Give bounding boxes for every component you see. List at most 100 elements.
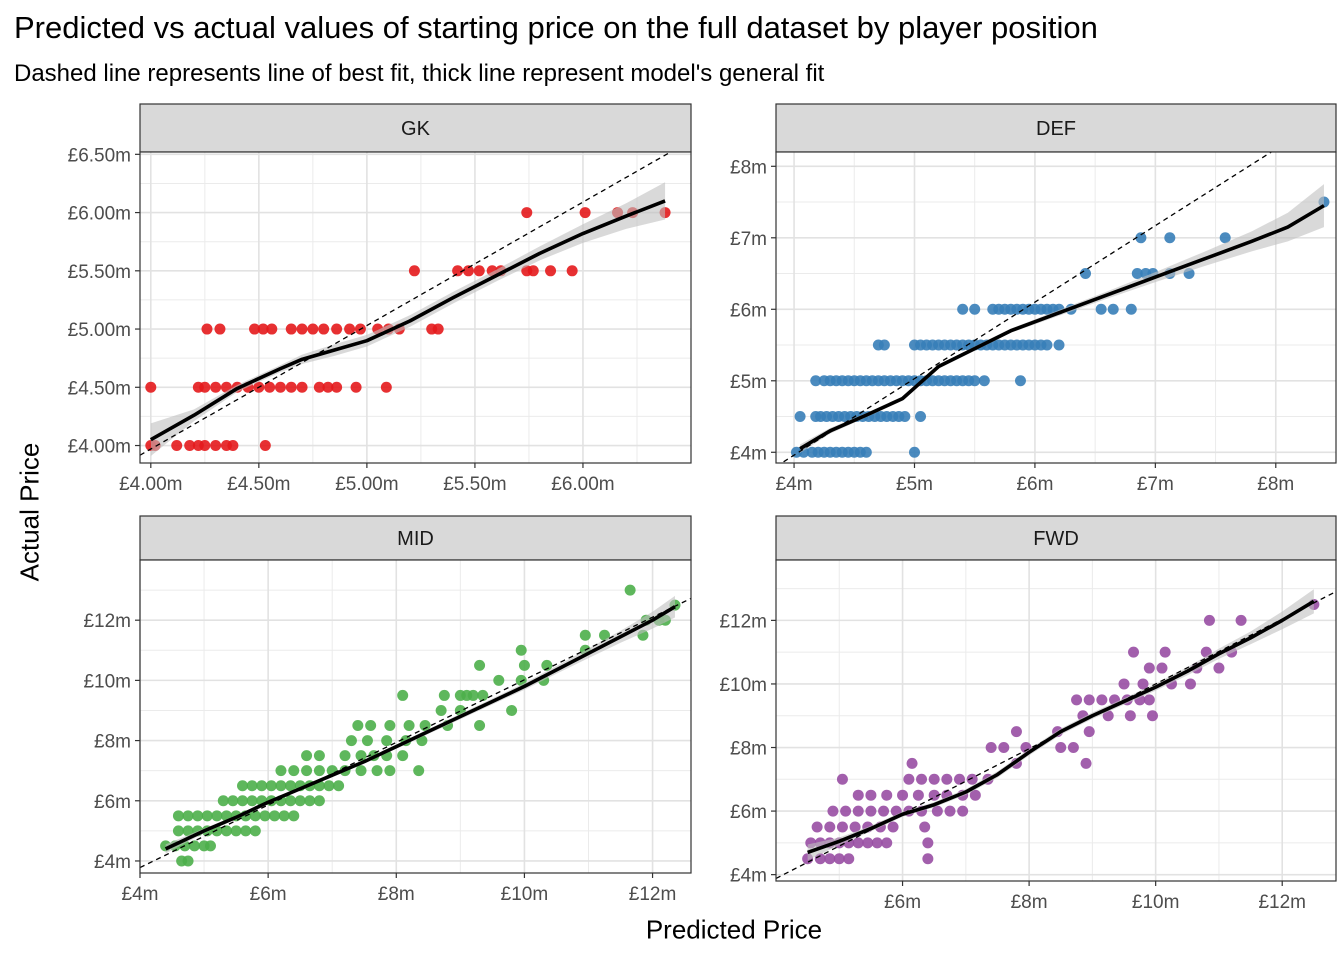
data-point [1125,303,1137,315]
x-tick-label: £10m [1132,892,1180,913]
confidence-band [150,182,666,457]
data-point [331,381,343,393]
x-tick-label: £12m [1258,892,1306,913]
data-point [957,303,969,315]
data-point [403,720,415,732]
x-tick-label: £4.50m [227,474,290,495]
data-point [313,750,325,762]
data-point [810,375,822,387]
y-tick-label: £4.00m [68,437,131,458]
x-tick-label: £12m [629,884,677,905]
data-point [355,750,367,762]
data-point [380,381,392,393]
x-tick-label: £10m [501,884,549,905]
data-point [916,773,928,785]
x-tick-label: £8m [1257,474,1294,495]
data-point [371,765,383,777]
data-point [172,825,184,837]
y-tick-label: £6.00m [68,204,131,225]
chart-subtitle: Dashed line represents line of best fit,… [14,60,825,87]
data-point [978,375,990,387]
data-point [840,805,852,817]
x-tick-label: £5m [896,474,933,495]
data-point [579,629,591,641]
data-point [521,207,533,219]
data-point [1128,646,1140,658]
data-point [237,780,249,792]
data-point [1071,694,1083,706]
data-point [438,689,450,701]
data-point [944,805,956,817]
data-point [345,735,357,747]
data-point [1131,268,1143,280]
data-point [294,795,306,807]
data-point [865,805,877,817]
data-point [1014,375,1026,387]
data-point [435,704,447,716]
facet-strip-label: DEF [1036,118,1076,140]
data-point [182,825,194,837]
data-point [881,789,893,801]
data-point [296,323,308,335]
data-point [865,789,877,801]
panel-background [140,560,691,873]
data-point [220,825,232,837]
data-point [1159,646,1171,658]
y-tick-label: £5.00m [68,320,131,341]
data-point [1083,726,1095,738]
data-point [1213,662,1225,674]
data-point [227,440,239,452]
facet-strip [139,103,692,153]
data-point [274,381,286,393]
best-fit-line [140,152,672,456]
data-point [852,789,864,801]
data-point [304,795,316,807]
data-point [922,853,934,865]
data-point [1055,742,1067,754]
data-point [333,780,345,792]
data-point [566,265,578,277]
x-tick-label: £5.50m [443,474,506,495]
data-point [969,303,981,315]
data-point [365,720,377,732]
data-point [954,773,966,785]
data-point [897,789,909,801]
data-point [969,789,981,801]
data-point [1146,710,1158,722]
data-point [579,207,591,219]
panel-marks [140,152,672,457]
data-point [624,584,636,596]
data-point [1096,694,1108,706]
data-point [814,853,826,865]
y-tick-label: £12m [719,611,767,632]
data-point [1184,678,1196,690]
x-tick-label: £4m [776,474,813,495]
data-point [352,720,364,732]
panel-marks [140,584,691,869]
data-point [862,837,874,849]
best-fit-line [776,590,1336,880]
data-point [1164,232,1176,244]
data-point [824,853,836,865]
facet-strip [775,103,1337,153]
data-point [266,323,278,335]
data-point [852,805,864,817]
data-point [1067,742,1079,754]
x-tick-label: £6.00m [551,474,614,495]
data-point [1095,303,1107,315]
data-point [878,339,890,351]
y-tick-label: £12m [83,611,131,632]
y-tick-label: £4.50m [68,378,131,399]
data-point [201,323,213,335]
data-point [1083,694,1095,706]
data-point [824,821,836,833]
panel-mid: MID £4m £6m £8m £10m £12m £4m £6m £8m £10m £12m [83,515,692,905]
data-point [331,323,343,335]
data-point [474,720,486,732]
data-point [381,735,393,747]
y-tick-label: £6.50m [68,145,131,166]
x-tick-label: £7m [1137,474,1174,495]
data-point [313,795,325,807]
panel-gk: GK£4.00m £4.50m £5.00m £5.50m £6.00m£4.00m£4… [68,103,692,495]
y-tick-label: £4m [730,866,767,887]
